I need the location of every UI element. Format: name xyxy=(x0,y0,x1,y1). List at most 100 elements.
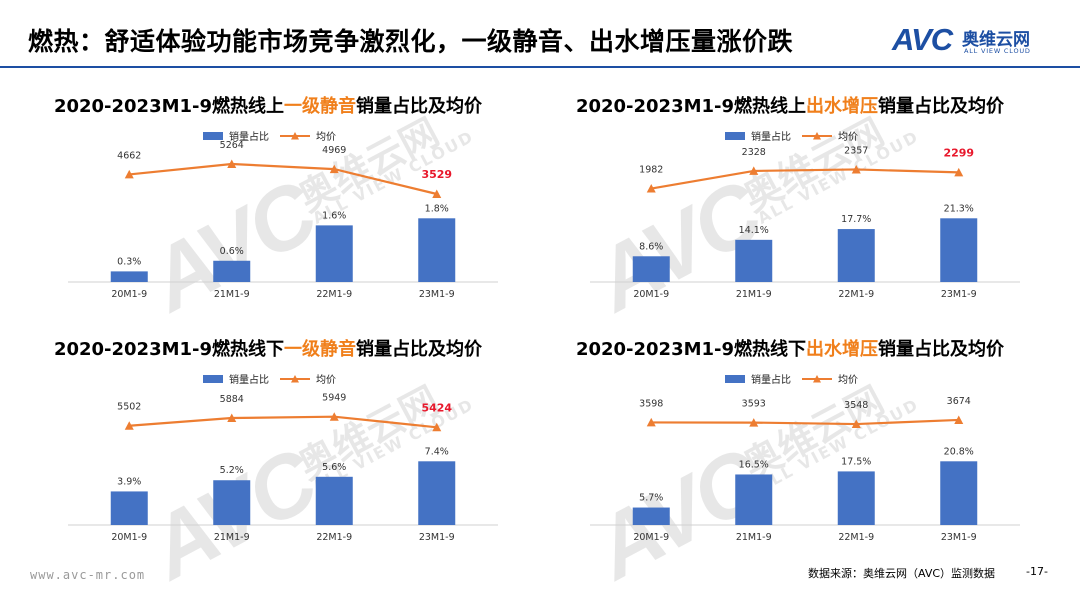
bar xyxy=(418,218,456,282)
line-label: 3598 xyxy=(639,398,663,409)
legend-bar-label: 销量占比 xyxy=(751,373,791,386)
category-label: 21M1-9 xyxy=(214,289,250,300)
line-point xyxy=(749,418,759,427)
bar xyxy=(940,461,978,525)
line-label: 5264 xyxy=(220,140,244,151)
chart-title: 2020-2023M1-9燃热线下一级静音销量占比及均价 xyxy=(53,339,483,360)
bar-label: 8.6% xyxy=(639,241,663,252)
legend-bar-swatch xyxy=(725,375,745,383)
line-point xyxy=(329,412,339,421)
line-point xyxy=(851,164,861,174)
line-point xyxy=(646,417,656,427)
category-label: 20M1-9 xyxy=(111,532,147,543)
bar xyxy=(110,491,148,525)
bar-label: 17.7% xyxy=(841,214,871,225)
bar xyxy=(213,480,251,525)
category-label: 21M1-9 xyxy=(736,532,772,543)
bar xyxy=(940,218,978,282)
legend-line-marker xyxy=(813,375,821,383)
bar-label: 0.6% xyxy=(220,246,244,257)
bar xyxy=(315,225,353,282)
legend-line-label: 均价 xyxy=(316,131,336,143)
bar-label: 3.9% xyxy=(117,476,141,487)
line-label: 2357 xyxy=(844,145,868,156)
line-point xyxy=(124,421,134,430)
category-label: 20M1-9 xyxy=(633,289,669,300)
line-label: 4662 xyxy=(117,150,141,161)
avc-logo: AVC 奥维云网 ALL VIEW CLOUD xyxy=(892,22,1060,58)
header-rule xyxy=(0,66,1080,68)
legend-bar-label: 销量占比 xyxy=(229,373,269,386)
page-title: 燃热：舒适体验功能市场竞争激烈化，一级静音、出水增压量涨价跌 xyxy=(28,27,794,56)
bar-label: 20.8% xyxy=(944,446,974,457)
bar-label: 0.3% xyxy=(117,256,141,267)
legend-line-marker xyxy=(813,132,821,140)
chart-online-booster: 2020-2023M1-9燃热线上出水增压销量占比及均价 销量占比 均价 8.6% 2… xyxy=(540,92,1040,312)
bar-label: 17.5% xyxy=(841,456,871,467)
legend-line-marker xyxy=(291,132,299,140)
legend-bar-swatch xyxy=(203,132,223,140)
chart-online-quiet: 2020-2023M1-9燃热线上一级静音销量占比及均价 销量占比 均价 0.3% 2… xyxy=(18,92,518,312)
line-label: 5424 xyxy=(421,401,452,414)
logo-cn: 奥维云网 xyxy=(962,30,1030,50)
category-label: 20M1-9 xyxy=(633,532,669,543)
bar-label: 7.4% xyxy=(425,446,449,457)
legend-bar-swatch xyxy=(725,132,745,140)
chart-plot: 销量占比 均价 0.3% 20M1-9 0.6% 21M1-9 1.6% 22M1-9 1.8%… xyxy=(68,130,498,300)
line-label: 2299 xyxy=(943,146,974,159)
line-point xyxy=(954,415,964,424)
category-label: 23M1-9 xyxy=(419,532,455,543)
line-label: 3548 xyxy=(844,400,868,411)
chart-title: 2020-2023M1-9燃热线上一级静音销量占比及均价 xyxy=(53,96,483,117)
category-label: 23M1-9 xyxy=(941,289,977,300)
line-point xyxy=(749,166,759,175)
legend-bar-label: 销量占比 xyxy=(229,130,269,143)
line-label: 5884 xyxy=(220,394,244,405)
bar xyxy=(418,461,456,525)
legend-bar-swatch xyxy=(203,375,223,383)
line-point xyxy=(954,167,964,177)
website-url: www.avc-mr.com xyxy=(30,568,146,582)
bar xyxy=(632,507,670,525)
category-label: 21M1-9 xyxy=(214,532,250,543)
line-label: 3674 xyxy=(947,396,971,407)
bar xyxy=(213,260,251,282)
series-line xyxy=(129,162,438,196)
legend-line-label: 均价 xyxy=(316,374,336,386)
line-label: 5949 xyxy=(322,393,346,404)
bar-label: 14.1% xyxy=(739,225,769,236)
bar xyxy=(110,271,148,282)
logo-mark: AVC xyxy=(892,22,953,57)
bar-label: 5.2% xyxy=(220,465,244,476)
line-point xyxy=(227,159,237,168)
bar xyxy=(735,474,773,525)
logo-en: ALL VIEW CLOUD xyxy=(964,47,1031,55)
category-label: 23M1-9 xyxy=(941,532,977,543)
chart-plot: 销量占比 均价 8.6% 20M1-9 14.1% 21M1-9 17.7% 22M1-9 21… xyxy=(590,130,1020,300)
bar-label: 1.8% xyxy=(425,203,449,214)
line-point xyxy=(124,169,134,179)
chart-plot: 销量占比 均价 3.9% 20M1-9 5.2% 21M1-9 5.6% 22M1-9 7.4%… xyxy=(68,373,498,543)
line-point xyxy=(851,419,861,429)
chart-plot: 销量占比 均价 5.7% 20M1-9 16.5% 21M1-9 17.5% 22M1-9 20… xyxy=(590,373,1020,543)
bar-label: 5.7% xyxy=(639,493,663,504)
legend-line-label: 均价 xyxy=(838,374,858,386)
page-number: -17- xyxy=(1026,565,1048,578)
bar-label: 5.6% xyxy=(322,462,346,473)
legend-line-label: 均价 xyxy=(838,131,858,143)
chart-title: 2020-2023M1-9燃热线下出水增压销量占比及均价 xyxy=(575,339,1005,360)
line-point xyxy=(329,164,339,174)
bar-label: 16.5% xyxy=(739,459,769,470)
bar xyxy=(837,229,875,282)
category-label: 21M1-9 xyxy=(736,289,772,300)
series-line xyxy=(651,168,959,190)
bar xyxy=(735,239,773,282)
category-label: 22M1-9 xyxy=(838,532,874,543)
bar xyxy=(315,476,353,525)
line-point xyxy=(646,184,656,193)
chart-title: 2020-2023M1-9燃热线上出水增压销量占比及均价 xyxy=(575,96,1005,117)
legend-line-marker xyxy=(291,375,299,383)
bar xyxy=(837,471,875,525)
line-point xyxy=(432,189,442,198)
category-label: 22M1-9 xyxy=(838,289,874,300)
